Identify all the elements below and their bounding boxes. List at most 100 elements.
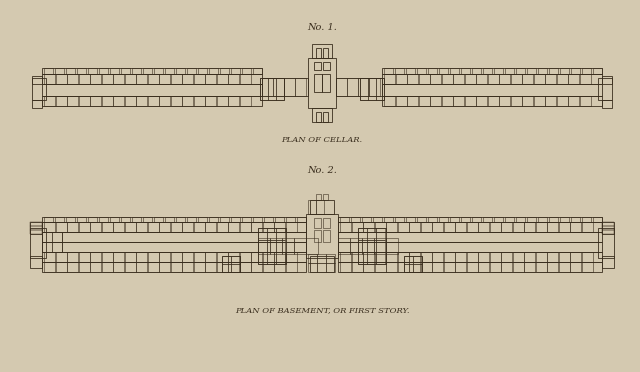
- Bar: [340, 262, 351, 272]
- Bar: [409, 252, 420, 262]
- Bar: [397, 252, 408, 262]
- Bar: [44, 252, 55, 262]
- Bar: [314, 230, 321, 242]
- Bar: [182, 74, 193, 84]
- Bar: [170, 252, 182, 262]
- Bar: [376, 252, 385, 264]
- Bar: [376, 78, 384, 100]
- Bar: [209, 217, 218, 222]
- Bar: [465, 74, 476, 84]
- Bar: [170, 74, 182, 84]
- Bar: [56, 222, 67, 232]
- Bar: [582, 252, 593, 262]
- Bar: [30, 226, 42, 230]
- Bar: [276, 228, 285, 240]
- Bar: [253, 68, 262, 74]
- Bar: [545, 74, 556, 84]
- Bar: [42, 84, 262, 96]
- Bar: [323, 112, 328, 122]
- Bar: [384, 74, 395, 84]
- Bar: [323, 218, 330, 228]
- Bar: [511, 74, 522, 84]
- Bar: [527, 68, 536, 74]
- Bar: [536, 262, 547, 272]
- Bar: [404, 264, 413, 272]
- Bar: [582, 262, 593, 272]
- Bar: [323, 62, 330, 70]
- Bar: [267, 252, 276, 264]
- Bar: [347, 78, 358, 96]
- Bar: [560, 217, 569, 222]
- Bar: [582, 68, 591, 74]
- Bar: [534, 96, 545, 106]
- Bar: [593, 217, 602, 222]
- Bar: [382, 84, 602, 96]
- Bar: [176, 68, 185, 74]
- Bar: [44, 74, 55, 84]
- Bar: [598, 78, 612, 100]
- Bar: [490, 222, 500, 232]
- Bar: [317, 254, 326, 263]
- Bar: [350, 238, 362, 254]
- Bar: [205, 262, 216, 272]
- Bar: [316, 112, 321, 122]
- Bar: [55, 217, 64, 222]
- Bar: [336, 78, 347, 96]
- Bar: [88, 68, 97, 74]
- Bar: [559, 252, 570, 262]
- Bar: [374, 262, 385, 272]
- Bar: [419, 74, 429, 84]
- Bar: [444, 222, 454, 232]
- Bar: [340, 217, 349, 222]
- Bar: [56, 96, 67, 106]
- Bar: [557, 74, 568, 84]
- Bar: [147, 222, 159, 232]
- Bar: [602, 226, 614, 230]
- Bar: [113, 96, 124, 106]
- Bar: [483, 68, 492, 74]
- Bar: [571, 217, 580, 222]
- Bar: [30, 256, 42, 268]
- Bar: [472, 68, 481, 74]
- Bar: [602, 222, 614, 234]
- Bar: [228, 96, 239, 106]
- Bar: [501, 222, 512, 232]
- Bar: [406, 68, 415, 74]
- Bar: [308, 263, 317, 272]
- Bar: [228, 222, 239, 232]
- Bar: [453, 96, 464, 106]
- Bar: [286, 217, 295, 222]
- Bar: [602, 222, 614, 226]
- Bar: [125, 262, 136, 272]
- Bar: [295, 78, 306, 96]
- Bar: [374, 252, 385, 262]
- Bar: [228, 74, 239, 84]
- Bar: [430, 96, 441, 106]
- Bar: [44, 222, 55, 232]
- Bar: [439, 217, 448, 222]
- Bar: [270, 238, 282, 254]
- Bar: [102, 252, 113, 262]
- Bar: [358, 228, 367, 240]
- Bar: [407, 74, 418, 84]
- Bar: [42, 262, 306, 272]
- Bar: [260, 78, 268, 100]
- Bar: [113, 252, 124, 262]
- Bar: [439, 68, 448, 74]
- Bar: [113, 74, 124, 84]
- Bar: [538, 217, 547, 222]
- Bar: [170, 262, 182, 272]
- Bar: [306, 238, 318, 254]
- Bar: [409, 222, 420, 232]
- Text: PLAN OF CELLAR.: PLAN OF CELLAR.: [282, 136, 363, 144]
- Bar: [363, 222, 374, 232]
- Bar: [308, 200, 316, 214]
- Bar: [274, 222, 285, 232]
- Bar: [42, 222, 306, 232]
- Bar: [285, 222, 296, 232]
- Bar: [312, 108, 332, 122]
- Bar: [490, 252, 500, 262]
- Bar: [340, 222, 351, 232]
- Bar: [44, 96, 55, 106]
- Bar: [205, 222, 216, 232]
